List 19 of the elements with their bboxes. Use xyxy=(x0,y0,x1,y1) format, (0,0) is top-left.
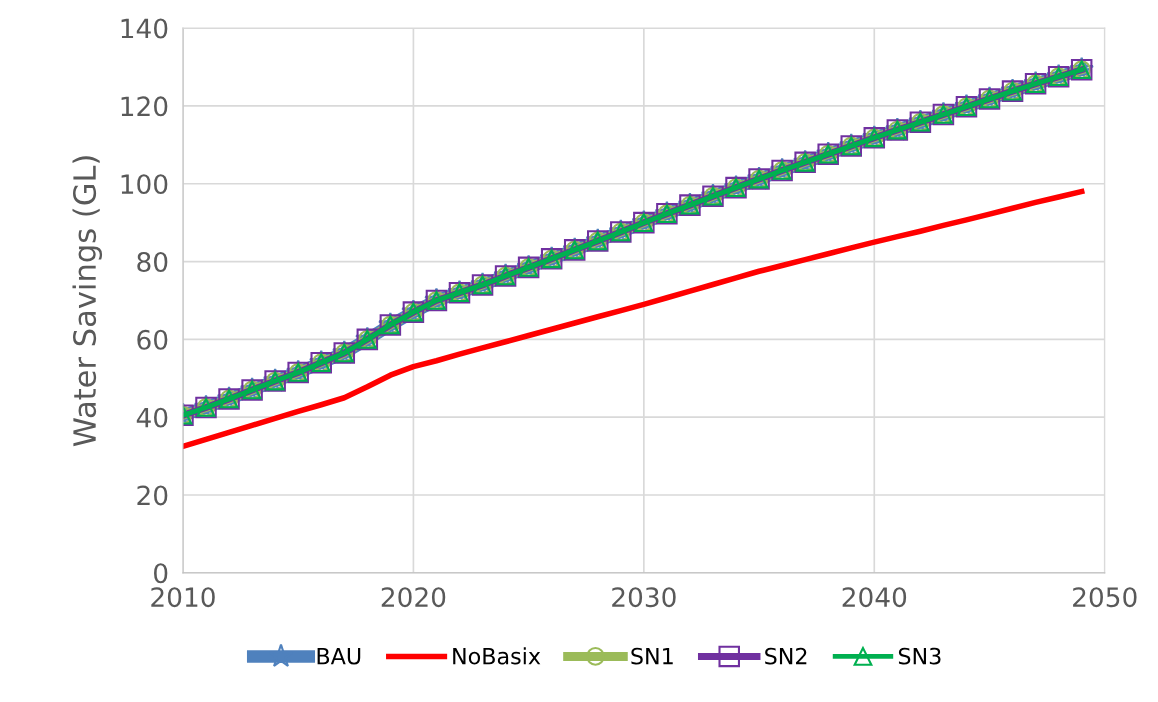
y-tick-label: 60 xyxy=(137,329,168,350)
y-axis-title: Water Savings (GL) xyxy=(72,156,103,447)
x-tick-label: 2050 xyxy=(1073,587,1137,608)
y-tick-label: 100 xyxy=(121,174,168,195)
y-tick-label: 0 xyxy=(154,563,168,584)
y-tick-label: 140 xyxy=(121,18,168,39)
x-tick-label: 2010 xyxy=(151,587,215,608)
legend-label: SN3 xyxy=(898,647,941,665)
x-tick-label: 2020 xyxy=(381,587,446,608)
x-tick-label: 2040 xyxy=(842,587,907,608)
y-tick-label: 80 xyxy=(137,251,168,272)
legend-label: SN2 xyxy=(765,647,807,665)
legend-label: NoBasix xyxy=(453,647,541,665)
y-tick-label: 120 xyxy=(121,96,168,117)
x-tick-label: 2030 xyxy=(612,587,676,608)
legend-label: BAU xyxy=(317,647,361,665)
y-tick-label: 20 xyxy=(137,485,168,506)
y-tick-label: 40 xyxy=(136,407,168,428)
legend-label: SN1 xyxy=(631,647,673,665)
